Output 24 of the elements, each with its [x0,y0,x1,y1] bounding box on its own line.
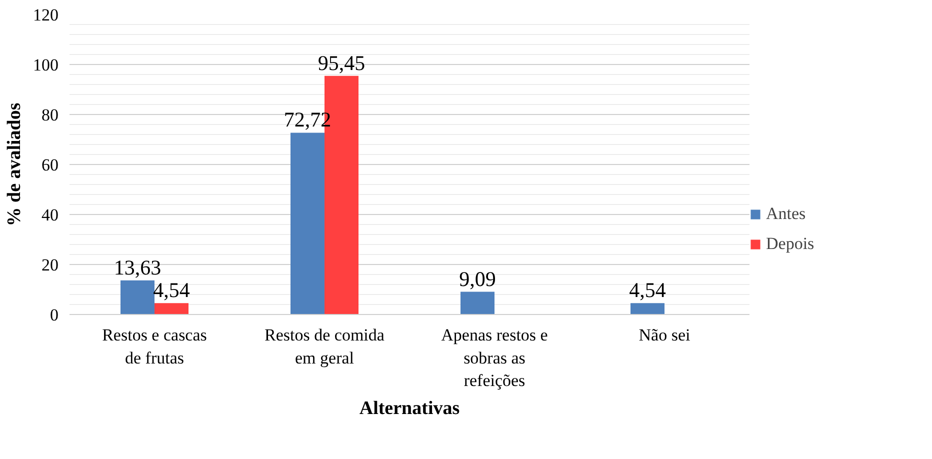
x-tick-label: Não sei [638,326,691,344]
bar [154,303,188,314]
x-tick-label: Restos e cascas de frutas [102,326,207,368]
y-tick-label: 60 [42,156,58,174]
bar [120,280,154,314]
y-tick-label: 80 [42,106,58,124]
x-tick-label: Apenas restos e sobras as refeições [441,326,548,390]
legend-label: Depois [766,234,814,254]
data-label: 4,54 [629,278,666,302]
y-tick-label: 20 [42,256,58,274]
y-tick-label: 100 [33,56,58,74]
y-tick-label: 0 [50,306,58,324]
bar [630,303,664,314]
bar [460,292,494,314]
data-label: 95,45 [318,50,366,75]
x-tick-label: Restos de comida em geral [264,326,385,368]
data-label: 9,09 [459,266,496,291]
y-tick-label: 40 [42,206,58,224]
y-axis-title: % de avaliados [4,102,25,226]
bar [290,132,324,314]
legend-label: Antes [766,204,806,224]
data-label: 13,63 [114,255,162,280]
y-tick-label: 120 [33,6,58,24]
x-axis-title: Alternativas [359,398,460,420]
